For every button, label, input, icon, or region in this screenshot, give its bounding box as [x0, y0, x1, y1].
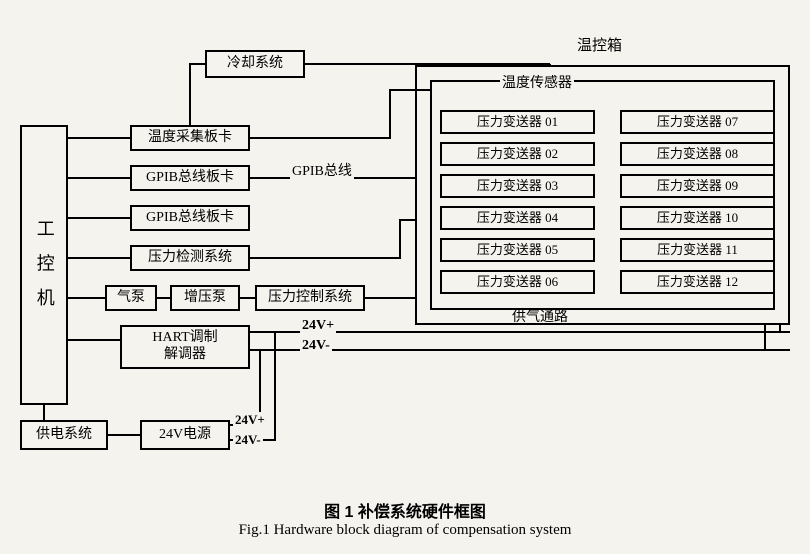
temp-acq-card-label: 温度采集板卡	[148, 130, 232, 147]
gpib-card-2-block: GPIB总线板卡	[130, 205, 250, 231]
hart-modem-label: HART调制 解调器	[152, 330, 217, 364]
gpib-card-1-label: GPIB总线板卡	[146, 170, 234, 187]
pressure-transmitter-left-1: 压力变送器 01	[440, 110, 595, 134]
air-supply-path-label: 供气通路	[510, 306, 570, 326]
pressure-transmitter-right-5: 压力变送器 11	[620, 238, 775, 262]
caption-cn: 图 1 补偿系统硬件框图	[0, 498, 810, 522]
gpib-card-1-block: GPIB总线板卡	[130, 165, 250, 191]
pressure-transmitter-left-3: 压力变送器 03	[440, 174, 595, 198]
psu-24v-block: 24V电源	[140, 420, 230, 450]
psu-24v-label: 24V电源	[159, 427, 211, 444]
gpib-bus-label: GPIB总线	[290, 160, 354, 180]
temp-sensor-label: 温度传感器	[500, 72, 574, 92]
rail-24vn-label-1: 24V-	[300, 338, 332, 354]
rail-24vp-label-1: 24V+	[300, 318, 336, 334]
pressure-transmitter-right-6: 压力变送器 12	[620, 270, 775, 294]
pressure-transmitter-left-5: 压力变送器 05	[440, 238, 595, 262]
gpib-card-2-label: GPIB总线板卡	[146, 210, 234, 227]
booster-pump-block: 增压泵	[170, 285, 240, 311]
pressure-transmitter-left-6: 压力变送器 06	[440, 270, 595, 294]
pressure-transmitter-right-2: 压力变送器 08	[620, 142, 775, 166]
temp-acq-card-block: 温度采集板卡	[130, 125, 250, 151]
air-pump-block: 气泵	[105, 285, 157, 311]
pressure-detect-block: 压力检测系统	[130, 245, 250, 271]
cooling-system-block: 冷却系统	[205, 50, 305, 78]
pressure-detect-label: 压力检测系统	[148, 250, 232, 267]
booster-pump-label: 增压泵	[184, 290, 226, 307]
pressure-transmitter-right-3: 压力变送器 09	[620, 174, 775, 198]
pressure-ctrl-label: 压力控制系统	[268, 290, 352, 307]
air-pump-label: 气泵	[117, 290, 145, 307]
temp-control-box-label: 温控箱	[575, 34, 624, 55]
main-controller-label: 工 控 机	[33, 219, 55, 312]
power-supply-system-label: 供电系统	[36, 427, 92, 444]
rail-24vn-label-2: 24V-	[233, 432, 263, 448]
cooling-system-label: 冷却系统	[227, 56, 283, 73]
main-controller-block: 工 控 机	[20, 125, 68, 405]
rail-24vp-label-2: 24V+	[233, 412, 267, 428]
caption-en: Fig.1 Hardware block diagram of compensa…	[0, 522, 810, 539]
pressure-transmitter-right-4: 压力变送器 10	[620, 206, 775, 230]
pressure-ctrl-block: 压力控制系统	[255, 285, 365, 311]
pressure-transmitter-left-2: 压力变送器 02	[440, 142, 595, 166]
pressure-transmitter-left-4: 压力变送器 04	[440, 206, 595, 230]
hart-modem-block: HART调制 解调器	[120, 325, 250, 369]
power-supply-system-block: 供电系统	[20, 420, 108, 450]
pressure-transmitter-right-1: 压力变送器 07	[620, 110, 775, 134]
